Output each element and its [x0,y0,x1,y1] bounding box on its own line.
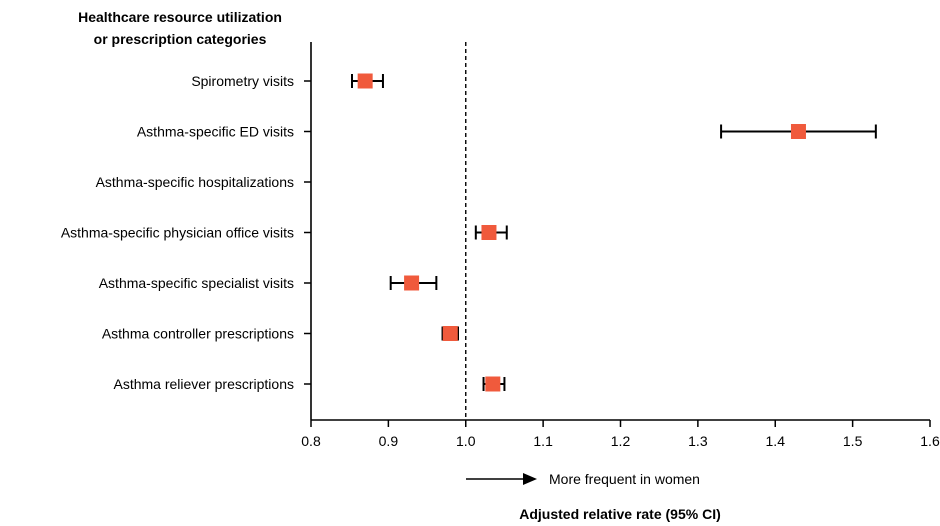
x-tick-label: 1.0 [456,433,476,449]
point-estimate-marker [790,124,806,139]
x-tick-label: 1.5 [843,433,863,449]
x-tick-label: 0.9 [379,433,399,449]
x-tick-label: 1.1 [533,433,553,449]
category-label: Asthma reliever prescriptions [113,376,294,392]
x-tick-label: 1.4 [766,433,786,449]
x-tick-label: 1.6 [920,433,940,449]
point-estimate-marker [442,326,458,341]
category-label: Asthma-specific physician office visits [61,225,294,241]
category-label: Spirometry visits [191,73,294,89]
x-tick-label: 1.3 [688,433,708,449]
x-tick-label: 0.8 [301,433,321,449]
point-estimate-marker [357,73,373,89]
x-axis-label: Adjusted relative rate (95% CI) [519,506,721,522]
point-estimate-marker [404,275,420,291]
chart-title-line-2: or prescription categories [94,31,267,47]
category-label: Asthma-specific hospitalizations [96,174,294,190]
forest-rows: Spirometry visits Asthma-specific ED visi… [61,73,877,392]
x-ticks: 0.8 0.9 1.0 1.1 1.2 1.3 1.4 1.5 1.6 [301,420,940,449]
point-estimate-marker [485,376,501,392]
chart-title-line-1: Healthcare resource utilization [78,9,282,25]
category-label: Asthma controller prescriptions [102,326,294,342]
category-label: Asthma-specific specialist visits [99,275,294,291]
category-label: Asthma-specific ED visits [137,124,294,140]
x-tick-label: 1.2 [611,433,631,449]
direction-arrow-head [523,473,537,485]
point-estimate-marker [481,225,497,240]
direction-note: More frequent in women [549,471,700,487]
